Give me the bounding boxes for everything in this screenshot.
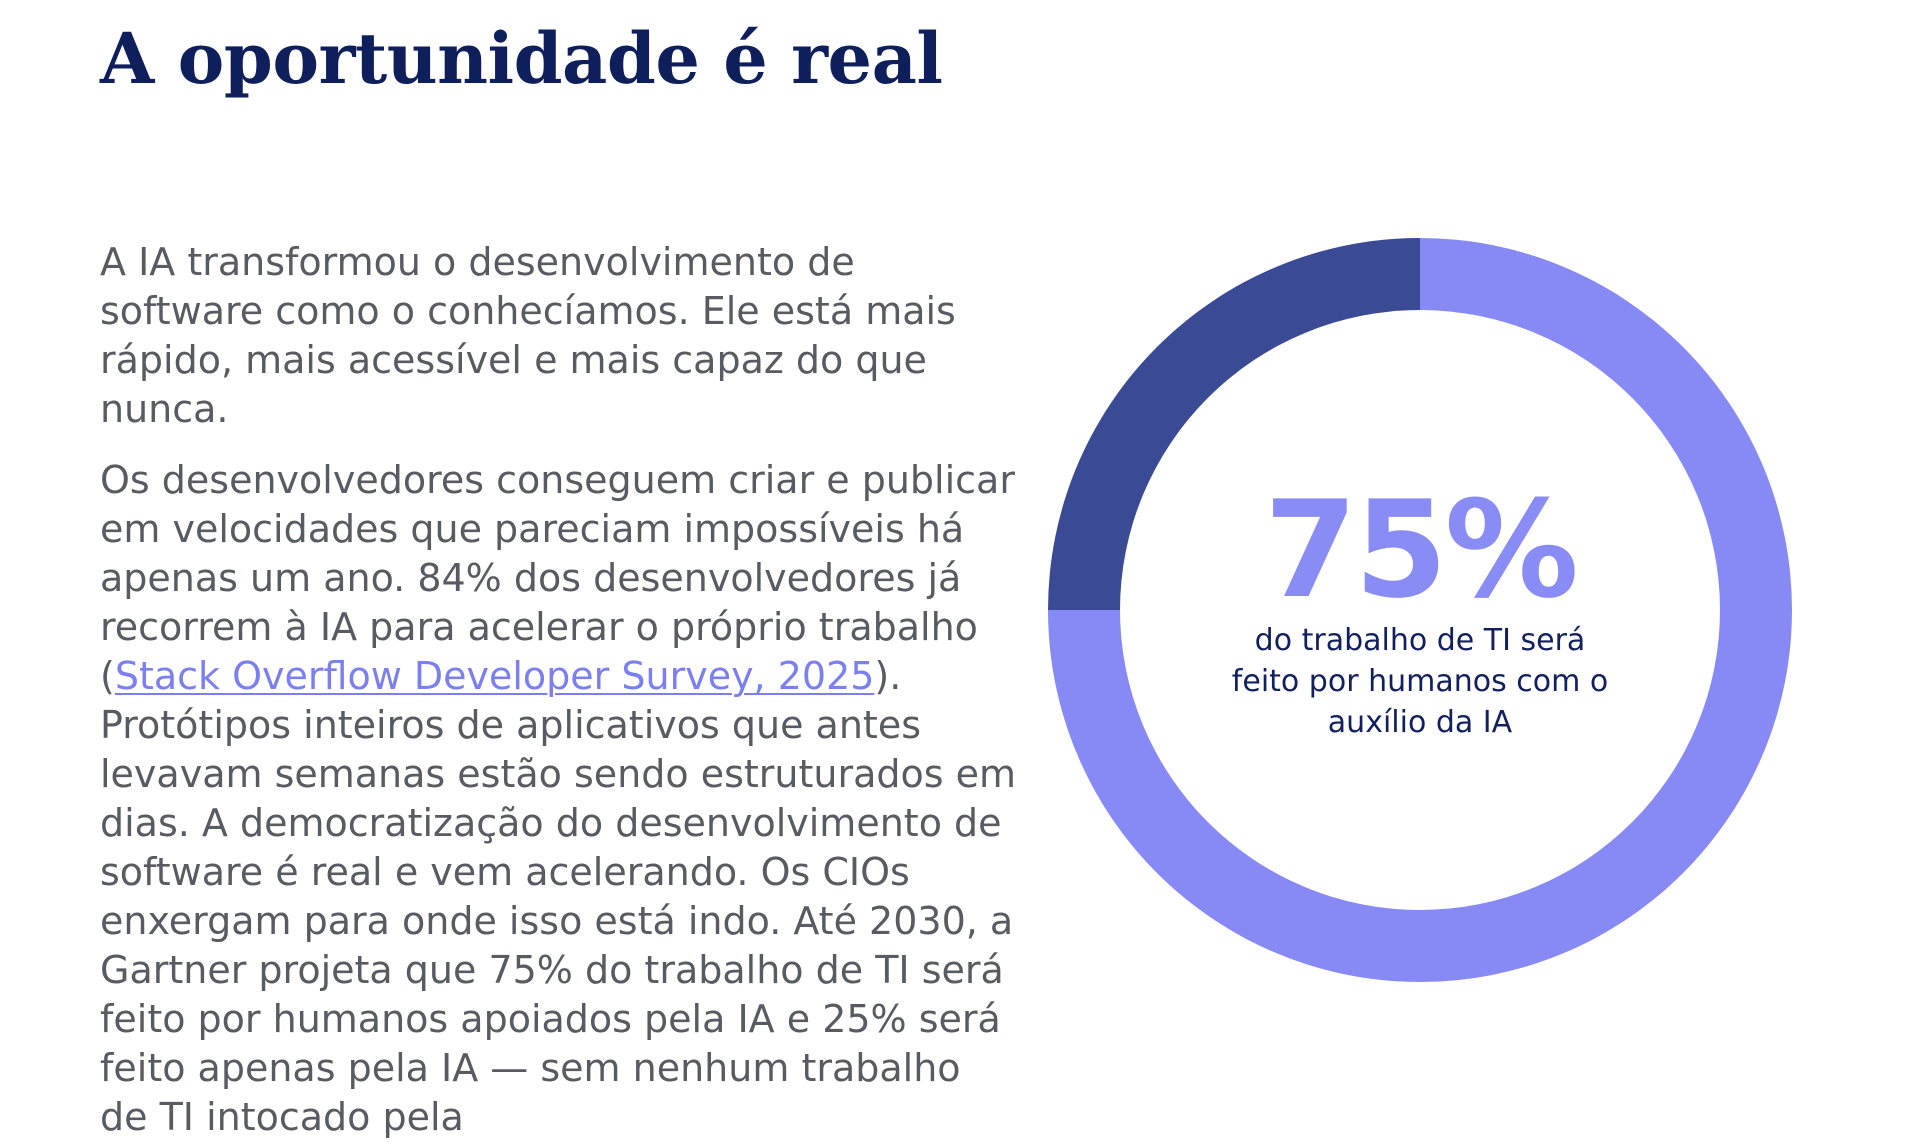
donut-chart: 75% do trabalho de TI será feito por hum…	[1040, 230, 1800, 990]
donut-svg	[1048, 238, 1792, 982]
paragraph-details-end: ). Protótipos inteiros de aplicativos qu…	[100, 654, 1017, 1139]
donut-center-value: 75%	[1264, 472, 1579, 628]
paragraph-details: Os desenvolvedores conseguem criar e pub…	[100, 456, 1020, 1142]
donut-center-caption: do trabalho de TI será feito por humanos…	[1231, 623, 1609, 740]
donut-center-label: 75% do trabalho de TI será feito por hum…	[1230, 480, 1610, 743]
paragraph-details-start: Os desenvolvedores conseguem criar e pub…	[100, 458, 1015, 698]
donut-slice-2	[1048, 238, 1420, 610]
paragraph-intro: A IA transformou o desenvolvimento de so…	[100, 240, 956, 431]
page-title: A oportunidade é real	[100, 17, 943, 100]
stack-overflow-survey-link[interactable]: Stack Overflow Developer Survey, 2025	[114, 654, 875, 698]
body-text: A IA transformou o desenvolvimento de so…	[100, 238, 1020, 1145]
